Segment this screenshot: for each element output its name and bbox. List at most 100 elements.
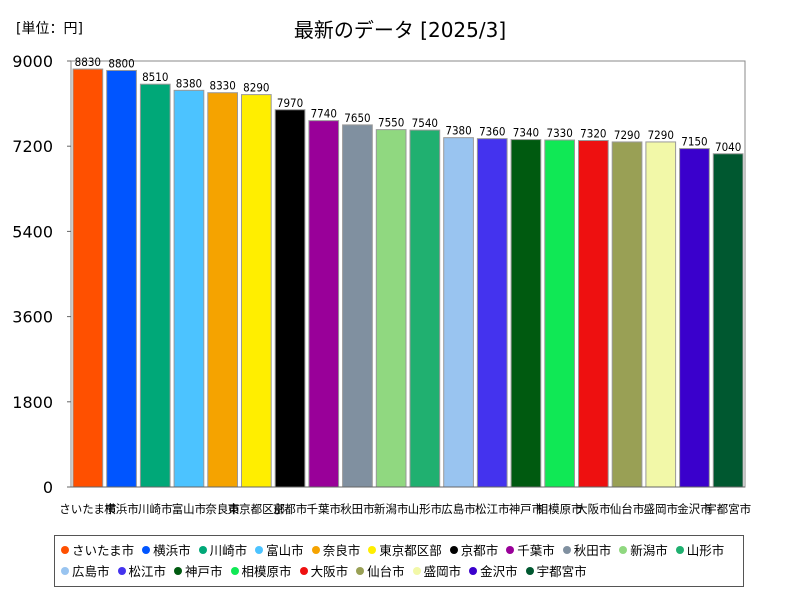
legend-marker bbox=[412, 566, 421, 575]
legend-label: 川崎市 bbox=[209, 543, 248, 558]
x-tick-label: 仙台市 bbox=[610, 502, 645, 516]
legend-label: 盛岡市 bbox=[423, 564, 462, 579]
x-tick-label: 千葉市 bbox=[307, 502, 342, 516]
legend-marker bbox=[562, 545, 571, 554]
bar-東京都区部 bbox=[241, 94, 272, 488]
legend-marker bbox=[61, 545, 69, 554]
bar-秋田市 bbox=[342, 124, 373, 488]
legend-item: 秋田市 bbox=[562, 539, 611, 560]
data-label: 7040 bbox=[715, 140, 741, 154]
legend-marker bbox=[368, 545, 377, 554]
x-tick-label: 新潟市 bbox=[374, 502, 409, 516]
data-label: 7330 bbox=[546, 126, 572, 140]
legend-marker bbox=[469, 566, 478, 575]
legend-item: 川崎市 bbox=[198, 539, 248, 560]
data-label: 7740 bbox=[311, 107, 337, 121]
bar-chart: 0 1800 3600 5400 7200 9000 8830 さいたま市 8800 横浜市 851… bbox=[12, 52, 751, 516]
y-tick-label: 1800 bbox=[12, 393, 53, 412]
y-tick-label: 5400 bbox=[12, 222, 53, 241]
data-label: 7970 bbox=[277, 96, 303, 110]
data-label: 8330 bbox=[209, 79, 235, 93]
x-tick-label: 富山市 bbox=[172, 502, 207, 516]
legend-item: 広島市 bbox=[61, 560, 110, 581]
x-tick-label: 宇都宮市 bbox=[705, 502, 751, 516]
x-tick-label: 横浜市 bbox=[104, 502, 139, 516]
data-label: 8830 bbox=[75, 55, 101, 69]
y-tick-label: 0 bbox=[43, 478, 53, 497]
legend-label: 新潟市 bbox=[630, 543, 668, 558]
x-tick-label: 川崎市 bbox=[138, 502, 173, 516]
legend-marker bbox=[255, 545, 264, 554]
bar-横浜市 bbox=[106, 69, 137, 488]
bar-京都市 bbox=[274, 109, 306, 488]
legend-label: 宇都宮市 bbox=[536, 564, 587, 579]
legend-label: 千葉市 bbox=[517, 543, 555, 558]
legend-item: 京都市 bbox=[449, 539, 499, 560]
legend-marker bbox=[117, 566, 126, 575]
bar-千葉市 bbox=[308, 120, 340, 488]
legend-marker bbox=[198, 545, 207, 554]
legend-label: 相模原市 bbox=[241, 564, 292, 579]
data-label: 8510 bbox=[142, 70, 168, 84]
legend-item: 盛岡市 bbox=[412, 560, 462, 581]
bar-山形市 bbox=[409, 129, 441, 488]
data-label: 8380 bbox=[176, 76, 202, 90]
x-tick-label: 金沢市 bbox=[677, 502, 712, 516]
data-label: 7320 bbox=[580, 127, 606, 141]
bar-盛岡市 bbox=[645, 141, 677, 488]
bar-富山市 bbox=[173, 89, 205, 488]
legend-marker bbox=[230, 566, 239, 575]
legend-marker bbox=[61, 566, 69, 575]
bar-仙台市 bbox=[611, 141, 643, 488]
x-tick-label: 山形市 bbox=[408, 502, 443, 516]
legend-label: さいたま市 bbox=[72, 543, 135, 558]
legend-label: 松江市 bbox=[128, 564, 167, 579]
bar-さいたま市 bbox=[72, 68, 104, 488]
bar-金沢市 bbox=[679, 148, 710, 488]
data-label: 7650 bbox=[344, 111, 370, 125]
legend-marker bbox=[525, 566, 534, 575]
data-label: 7340 bbox=[513, 126, 539, 140]
legend-label: 京都市 bbox=[460, 543, 499, 558]
x-tick-label: 広島市 bbox=[441, 502, 476, 516]
unit-label: [単位：円] bbox=[16, 21, 83, 37]
x-tick-label: 京都市 bbox=[273, 502, 308, 516]
data-label: 7150 bbox=[681, 135, 707, 149]
bar-広島市 bbox=[443, 137, 474, 488]
data-label: 7380 bbox=[445, 124, 471, 138]
chart-legend: さいたま市 横浜市 川崎市 富山市 奈良市 東京都区部 京都市 千葉市 秋田市 新潟市 山形市 広島市… bbox=[54, 535, 744, 587]
legend-item: 千葉市 bbox=[506, 539, 555, 560]
legend-marker bbox=[311, 545, 320, 554]
plot-area bbox=[70, 60, 746, 488]
bar-松江市 bbox=[476, 138, 508, 488]
x-tick-label: 神戸市 bbox=[509, 502, 544, 516]
legend-item: 新潟市 bbox=[619, 539, 668, 560]
legend-label: 広島市 bbox=[72, 564, 110, 579]
legend-label: 大阪市 bbox=[310, 564, 349, 579]
legend-item: 金沢市 bbox=[469, 560, 518, 581]
legend-item: 山形市 bbox=[675, 539, 724, 560]
legend-marker bbox=[619, 545, 628, 554]
legend-item: 奈良市 bbox=[311, 539, 360, 560]
bar-新潟市 bbox=[375, 129, 407, 488]
legend-item: 大阪市 bbox=[299, 560, 349, 581]
legend-label: 金沢市 bbox=[480, 564, 518, 579]
legend-item: さいたま市 bbox=[61, 539, 134, 560]
bar-大阪市 bbox=[578, 140, 609, 488]
legend-marker bbox=[675, 545, 684, 554]
legend-item: 神戸市 bbox=[174, 560, 223, 581]
data-label: 7290 bbox=[614, 128, 640, 142]
legend-item: 東京都区部 bbox=[368, 539, 442, 560]
bar-川崎市 bbox=[139, 83, 171, 488]
legend-marker bbox=[299, 566, 308, 575]
bar-神戸市 bbox=[510, 139, 542, 488]
legend-label: 東京都区部 bbox=[379, 543, 442, 558]
chart-title: 最新のデータ [2025/3] bbox=[293, 18, 507, 42]
legend-marker bbox=[174, 566, 183, 575]
y-tick-label: 3600 bbox=[12, 308, 53, 327]
data-label: 8800 bbox=[108, 56, 134, 70]
legend-item: 松江市 bbox=[117, 560, 167, 581]
data-label: 8290 bbox=[243, 81, 269, 95]
legend-label: 仙台市 bbox=[367, 564, 405, 579]
x-tick-label: さいたま市 bbox=[59, 502, 116, 516]
